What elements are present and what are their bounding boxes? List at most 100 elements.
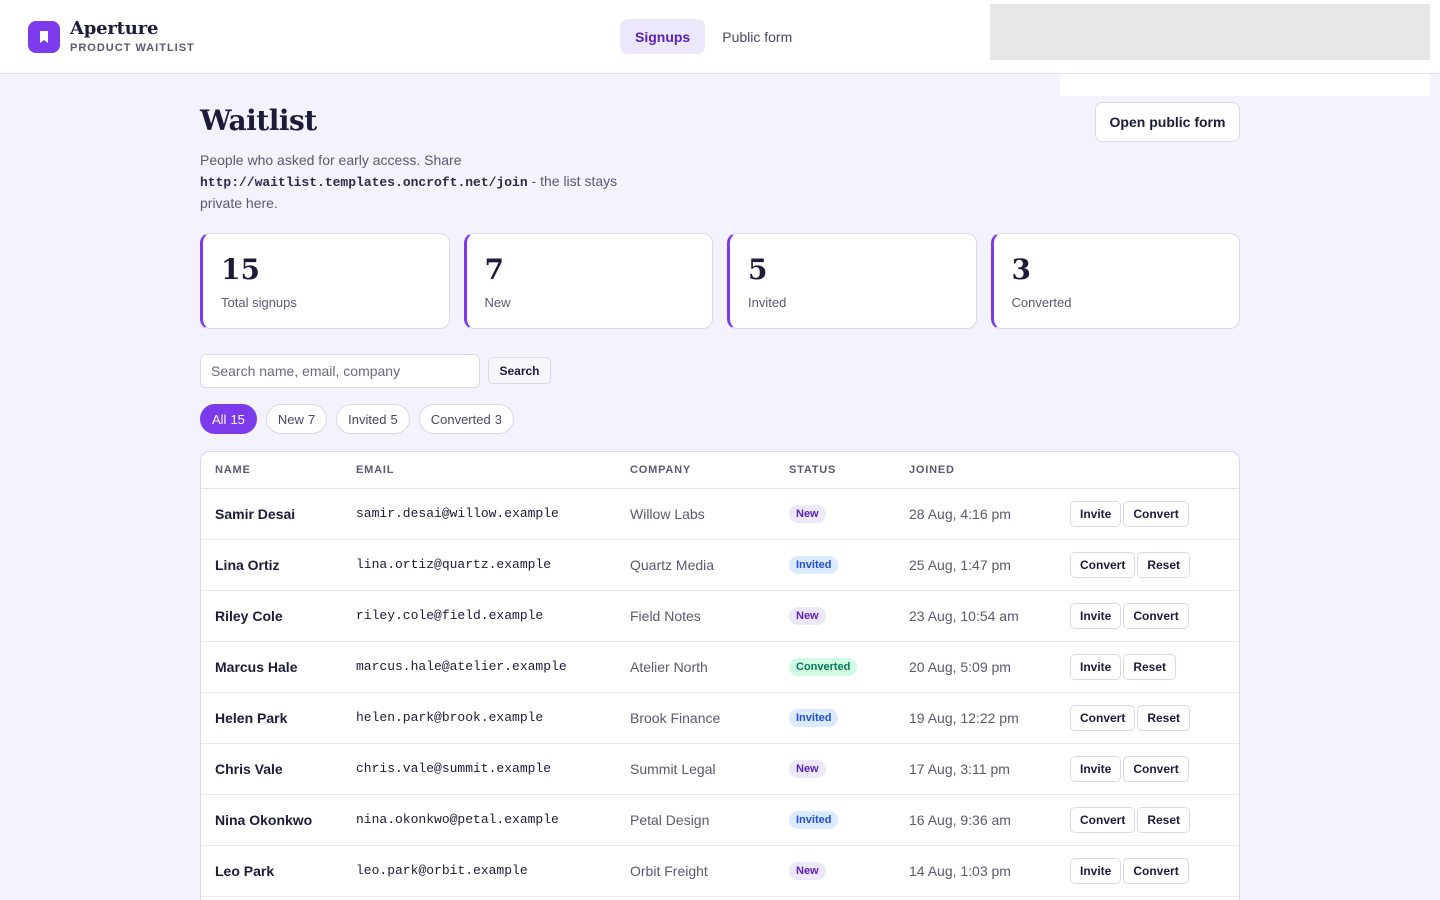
tab-public-form[interactable]: Public form xyxy=(722,28,793,45)
cell-joined: 14 Aug, 1:03 pm xyxy=(895,845,1056,897)
main-nav: Signups Public form xyxy=(620,19,807,54)
cell-status: New xyxy=(775,845,895,897)
stat-card-new: 7 New xyxy=(463,233,713,329)
stat-value: 15 xyxy=(221,253,260,286)
invite-button[interactable]: Invite xyxy=(1070,653,1122,680)
cell-name: Lina Ortiz xyxy=(201,539,342,591)
status-badge: New xyxy=(789,760,826,778)
stat-card-invited: 5 Invited xyxy=(727,233,977,329)
stat-card-total: 15 Total signups xyxy=(200,233,450,329)
top-bar: Aperture PRODUCT WAITLIST Signups Public… xyxy=(0,0,1440,74)
filter-all[interactable]: All 15 xyxy=(200,404,257,434)
open-public-form-button[interactable]: Open public form xyxy=(1095,102,1240,142)
cell-actions: Invite Convert xyxy=(1056,590,1239,642)
cell-email: nina.okonkwo@petal.example xyxy=(342,794,616,846)
filter-count: 15 xyxy=(230,411,245,427)
status-filters: All 15 New 7 Invited 5 Converted 3 xyxy=(200,404,514,434)
stat-label: New xyxy=(484,295,511,310)
reset-button[interactable]: Reset xyxy=(1137,551,1191,578)
reset-button[interactable]: Reset xyxy=(1123,653,1177,680)
cell-joined: 25 Aug, 1:47 pm xyxy=(895,539,1056,591)
convert-button[interactable]: Convert xyxy=(1123,500,1189,527)
stat-value: 3 xyxy=(1011,253,1031,286)
status-badge: Invited xyxy=(789,709,839,727)
cell-joined: 23 Aug, 10:54 am xyxy=(895,590,1056,642)
cell-name: Nina Okonkwo xyxy=(201,794,342,846)
convert-button[interactable]: Convert xyxy=(1123,857,1189,884)
filter-converted[interactable]: Converted 3 xyxy=(418,404,514,434)
status-badge: Invited xyxy=(789,556,839,574)
cell-company: Summit Legal xyxy=(616,743,775,795)
status-badge: New xyxy=(789,505,826,523)
convert-button[interactable]: Convert xyxy=(1070,704,1136,731)
column-header-company[interactable]: COMPANY xyxy=(616,452,775,489)
cell-actions: Invite Reset xyxy=(1056,641,1239,693)
cell-name: Leo Park xyxy=(201,845,342,897)
invite-button[interactable]: Invite xyxy=(1070,755,1122,782)
filter-new[interactable]: New 7 xyxy=(265,404,328,434)
cell-status: Converted xyxy=(775,641,895,693)
convert-button[interactable]: Convert xyxy=(1070,806,1136,833)
brand-name: Aperture xyxy=(70,18,159,39)
column-header-email[interactable]: EMAIL xyxy=(342,452,616,489)
cell-joined: 19 Aug, 12:22 pm xyxy=(895,692,1056,744)
table-row[interactable]: Leo Park leo.park@orbit.example Orbit Frei… xyxy=(201,845,1239,897)
cell-name: Marcus Hale xyxy=(201,641,342,693)
table-row[interactable]: Marcus Hale marcus.hale@atelier.example At… xyxy=(201,641,1239,693)
brand[interactable]: Aperture PRODUCT WAITLIST xyxy=(28,18,195,54)
filter-count: 7 xyxy=(307,411,316,427)
cell-status: New xyxy=(775,590,895,642)
cell-status: Invited xyxy=(775,794,895,846)
convert-button[interactable]: Convert xyxy=(1123,755,1189,782)
column-header-status[interactable]: STATUS xyxy=(775,452,895,489)
cell-joined: 17 Aug, 3:11 pm xyxy=(895,743,1056,795)
cell-status: New xyxy=(775,743,895,795)
stat-label: Converted xyxy=(1011,295,1072,310)
cell-company: Petal Design xyxy=(616,794,775,846)
cell-company: Willow Labs xyxy=(616,488,775,540)
table-row[interactable]: Nina Okonkwo nina.okonkwo@petal.example Pe… xyxy=(201,794,1239,846)
cell-email: helen.park@brook.example xyxy=(342,692,616,744)
table-row[interactable]: Lina Ortiz lina.ortiz@quartz.example Quart… xyxy=(201,539,1239,591)
stat-label: Total signups xyxy=(221,295,297,310)
table-row[interactable]: Riley Cole riley.cole@field.example Field … xyxy=(201,590,1239,642)
convert-button[interactable]: Convert xyxy=(1123,602,1189,629)
cell-actions: Invite Convert xyxy=(1056,845,1239,897)
cell-status: Invited xyxy=(775,539,895,591)
reset-button[interactable]: Reset xyxy=(1137,704,1191,731)
filter-label: Invited xyxy=(348,411,387,427)
cell-status: Invited xyxy=(775,692,895,744)
ad-placeholder xyxy=(990,4,1430,60)
table-header-row: NAME EMAIL COMPANY STATUS JOINED xyxy=(201,452,1239,489)
filter-label: New xyxy=(277,411,304,427)
reset-button[interactable]: Reset xyxy=(1137,806,1191,833)
invite-button[interactable]: Invite xyxy=(1070,602,1122,629)
cell-status: New xyxy=(775,488,895,540)
search-input[interactable] xyxy=(200,354,480,388)
signups-table: NAME EMAIL COMPANY STATUS JOINED Samir D… xyxy=(201,452,1239,897)
table-row[interactable]: Chris Vale chris.vale@summit.example Summi… xyxy=(201,743,1239,795)
cell-email: riley.cole@field.example xyxy=(342,590,616,642)
page-description: People who asked for early access. Share… xyxy=(200,150,660,214)
table-row[interactable]: Samir Desai samir.desai@willow.example Wil… xyxy=(201,488,1239,540)
cell-email: leo.park@orbit.example xyxy=(342,845,616,897)
convert-button[interactable]: Convert xyxy=(1070,551,1136,578)
public-url: http://waitlist.templates.oncroft.net/jo… xyxy=(200,174,528,190)
status-badge: Converted xyxy=(789,658,858,676)
column-header-name[interactable]: NAME xyxy=(201,452,342,489)
invite-button[interactable]: Invite xyxy=(1070,857,1122,884)
cell-email: lina.ortiz@quartz.example xyxy=(342,539,616,591)
table-row[interactable]: Helen Park helen.park@brook.example Brook … xyxy=(201,692,1239,744)
column-header-joined[interactable]: JOINED xyxy=(895,452,1056,489)
cell-name: Riley Cole xyxy=(201,590,342,642)
tab-signups[interactable]: Signups xyxy=(620,19,706,54)
bookmark-icon xyxy=(28,21,60,53)
cell-joined: 16 Aug, 9:36 am xyxy=(895,794,1056,846)
signups-table-card: NAME EMAIL COMPANY STATUS JOINED Samir D… xyxy=(200,451,1240,900)
page-title: Waitlist xyxy=(200,104,317,137)
filter-invited[interactable]: Invited 5 xyxy=(336,404,410,434)
cell-email: marcus.hale@atelier.example xyxy=(342,641,616,693)
search-button[interactable]: Search xyxy=(488,357,551,384)
filter-count: 3 xyxy=(494,411,502,427)
invite-button[interactable]: Invite xyxy=(1070,500,1122,527)
